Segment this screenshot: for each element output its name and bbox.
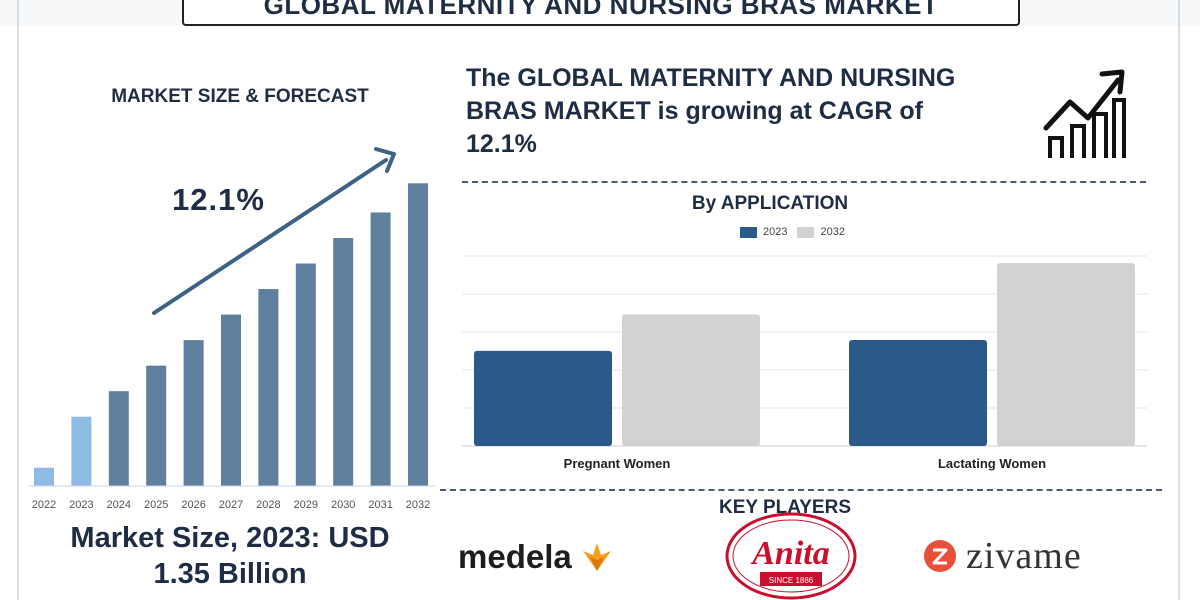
right-edge-line (1178, 0, 1180, 600)
market-size-chart: 2022 2023 2024 2025 2026 2027 2028 2029 2030 2031… (28, 147, 436, 511)
market-size-line-1: Market Size, 2023: USD (70, 522, 390, 554)
bar-2031 (370, 212, 391, 486)
x-tick-2031: 2031 (368, 499, 392, 511)
title-box: GLOBAL MATERNITY AND NURSING BRAS MARKET (182, 0, 1020, 26)
market-size-line-2: 1.35 Billion (153, 558, 307, 590)
growth-arrow-line (152, 158, 388, 315)
x-tick-2027: 2027 (219, 499, 243, 511)
anita-since: SINCE 1886 (769, 576, 814, 585)
application-chart-title: By APPLICATION (691, 193, 849, 214)
medela-logo: medela (458, 538, 614, 576)
x-tick-2026: 2026 (181, 499, 205, 511)
bar-2024 (108, 391, 129, 486)
bar-pregnant-women-2032 (622, 314, 760, 446)
bar-2027 (221, 314, 241, 486)
x-tick-2024: 2024 (107, 499, 131, 511)
growth-chart-icon (1043, 69, 1126, 158)
key-players-title: KEY PLAYERS (719, 497, 851, 518)
bar-2032 (408, 183, 428, 486)
market-size-text: Market Size, 2023: USD 1.35 Billion (20, 520, 440, 592)
cagr-statement: The GLOBAL MATERNITY AND NURSING BRAS MA… (466, 62, 1026, 161)
x-tick-2022: 2022 (32, 499, 56, 511)
legend-label-2032: 2032 (820, 226, 845, 238)
category-label-pregnant-women: Pregnant Women (564, 456, 671, 471)
legend-item-2023: 2023 (740, 226, 787, 238)
growth-arrow-head (374, 147, 396, 173)
bar-2028 (258, 289, 279, 486)
bar-lactating-women-2023 (849, 339, 987, 446)
category-label-lactating-women: Lactating Women (938, 456, 1046, 471)
anita-wordmark: Anita (750, 535, 829, 572)
left-edge-line (17, 0, 19, 600)
zivame-wordmark: zivame (966, 535, 1082, 577)
market-forecast-title: MARKET SIZE & FORECAST (111, 86, 369, 107)
x-tick-2032: 2032 (406, 499, 430, 511)
bar-2022 (34, 467, 54, 486)
bar-2026 (183, 340, 204, 486)
divider-bottom (440, 489, 1162, 491)
medela-wordmark: medela (458, 538, 572, 575)
x-tick-2023: 2023 (69, 499, 93, 511)
bar-2030 (333, 238, 354, 486)
zivame-logo: zivame (920, 534, 1082, 578)
x-tick-2030: 2030 (331, 499, 355, 511)
cagr-statement-line-1: The GLOBAL MATERNITY AND NURSING (466, 64, 956, 92)
zivame-z-icon (924, 540, 956, 572)
divider-top (462, 181, 1146, 183)
cagr-statement-line-2: BRAS MARKET is growing at CAGR of (466, 97, 923, 125)
bar-2023 (71, 416, 92, 486)
application-chart: Pregnant Women Lactating Women (462, 255, 1147, 471)
x-tick-2025: 2025 (144, 499, 168, 511)
anita-logo: Anita SINCE 1886 (725, 512, 857, 600)
chart-legend: 2023 2032 (740, 226, 845, 238)
x-tick-2029: 2029 (294, 499, 318, 511)
bar-2029 (295, 263, 316, 486)
bar-2025 (146, 365, 167, 486)
medela-flower-icon (582, 543, 611, 571)
cagr-label: 12.1% (172, 182, 265, 217)
bar-pregnant-women-2023 (474, 350, 612, 446)
page-title: GLOBAL MATERNITY AND NURSING BRAS MARKET (263, 0, 939, 20)
legend-item-2032: 2032 (797, 226, 845, 238)
bar-lactating-women-2032 (997, 263, 1135, 446)
cagr-statement-line-3: 12.1% (466, 130, 537, 158)
x-tick-2028: 2028 (256, 499, 280, 511)
legend-label-2023: 2023 (763, 226, 788, 238)
